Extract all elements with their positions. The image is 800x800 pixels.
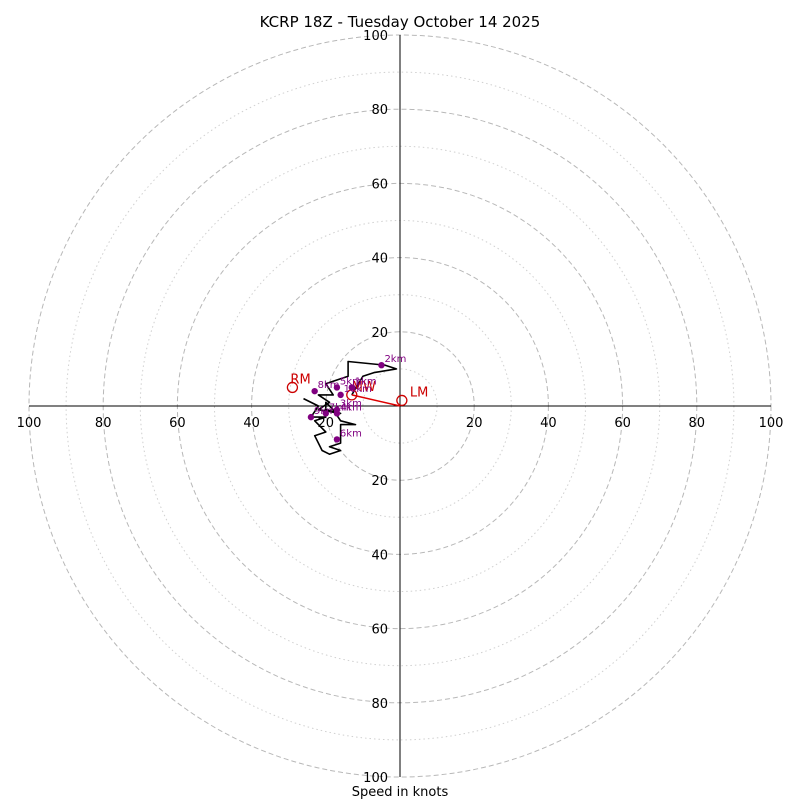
- storm-motion-mw-label: MW: [352, 380, 376, 395]
- x-tick-label: 60: [614, 416, 631, 431]
- x-tick-label: 40: [540, 416, 557, 431]
- height-label-9km: 9km: [314, 406, 336, 417]
- storm-motion-rm-label: RM: [290, 372, 310, 387]
- storm-motion-rm-marker: [286, 381, 299, 394]
- x-tick-label: 40: [243, 416, 260, 431]
- storm-motion-markers: RM LM MW: [286, 372, 428, 407]
- tick-labels: 100 80 60 40 20 20 40 60 80 100100806040202040608…: [17, 29, 784, 786]
- height-label-7km: 7km: [329, 402, 351, 413]
- height-label-5km: 5km: [340, 376, 362, 387]
- y-tick-label-bottom: 20: [371, 474, 388, 489]
- hodograph-trace: [303, 360, 398, 456]
- height-label-3km: 3km: [340, 399, 362, 410]
- y-tick-label-bottom: 60: [371, 623, 388, 638]
- y-tick-label-bottom: 40: [371, 548, 388, 563]
- x-tick-label: 80: [689, 416, 706, 431]
- x-tick-label: 60: [169, 416, 186, 431]
- y-tick-label-bottom: 100: [363, 771, 388, 786]
- height-marker-1km: [348, 384, 355, 391]
- x-axis-label: Speed in knots: [352, 785, 449, 800]
- chart-title: KCRP 18Z - Tuesday October 14 2025: [260, 13, 541, 31]
- x-tick-label: 100: [759, 416, 784, 431]
- height-marker-10km: [337, 391, 344, 399]
- height-label-6km: 6km: [340, 428, 362, 439]
- hodograph-line: [303, 360, 398, 456]
- height-label-2km: 2km: [384, 354, 406, 365]
- storm-motion-lm-label: LM: [410, 385, 428, 400]
- height-label-1km: 1km: [355, 376, 377, 387]
- height-label-10km: 10km: [344, 384, 372, 395]
- height-marker-4km: [333, 410, 341, 417]
- height-label-4km: 4km: [340, 402, 362, 413]
- y-tick-label-top: 20: [371, 326, 388, 341]
- y-tick-label-bottom: 80: [371, 697, 388, 712]
- y-tick-label-top: 60: [371, 177, 388, 192]
- x-tick-label: 100: [17, 416, 42, 431]
- mean-wind-line: [351, 394, 401, 407]
- height-label-8km: 8km: [318, 380, 340, 391]
- storm-motion-lm-marker: [396, 394, 408, 407]
- height-marker-9km: [307, 413, 315, 421]
- y-tick-label-top: 100: [363, 29, 388, 44]
- y-tick-label-top: 80: [371, 103, 388, 118]
- x-tick-label: 20: [466, 416, 483, 431]
- height-marker-7km: [322, 410, 329, 417]
- height-marker-5km: [333, 384, 341, 391]
- height-marker-2km: [378, 361, 385, 369]
- height-marker-8km: [311, 387, 318, 395]
- height-marker-6km: [333, 436, 341, 443]
- x-tick-label: 80: [95, 416, 112, 431]
- y-tick-label-top: 40: [371, 252, 388, 267]
